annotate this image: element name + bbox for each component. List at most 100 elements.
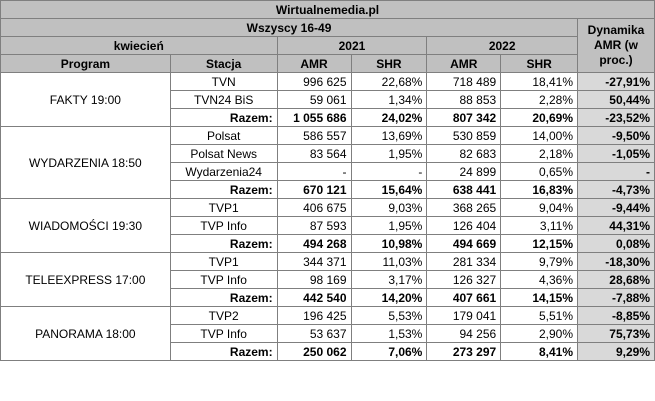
amr-2021-cell: 586 557 xyxy=(276,126,352,145)
station-cell: Polsat News xyxy=(169,144,278,163)
shr-2022-cell: 16,83% xyxy=(500,180,579,199)
amr-2022-cell: 88 853 xyxy=(426,90,502,109)
audience-group: Wszyscy 16-49 xyxy=(0,18,579,37)
station-cell: Razem: xyxy=(169,234,278,253)
shr-2021-cell: 15,64% xyxy=(350,180,428,199)
amr-2022-cell: 82 683 xyxy=(426,144,502,163)
shr-2021-cell: 7,06% xyxy=(350,342,428,361)
amr-2021-cell: - xyxy=(276,162,352,181)
shr-2021-cell: 1,34% xyxy=(350,90,428,109)
program-name: FAKTY 19:00 xyxy=(0,72,171,127)
dynamics-cell: -1,05% xyxy=(577,144,655,163)
dynamics-cell: -9,50% xyxy=(577,126,655,145)
station-cell: TVN24 BiS xyxy=(169,90,278,109)
amr-2021-cell: 670 121 xyxy=(276,180,352,199)
shr-2022-cell: 9,04% xyxy=(500,198,579,217)
table-row: PANORAMA 18:00 TVP2 196 425 5,53% 179 041 5,5… xyxy=(0,306,655,361)
shr-2021-cell: 1,95% xyxy=(350,144,428,163)
shr-2021-cell: 22,68% xyxy=(350,72,428,91)
program-name: WIADOMOŚCI 19:30 xyxy=(0,198,171,253)
dynamics-cell: -9,44% xyxy=(577,198,655,217)
amr-2022-cell: 94 256 xyxy=(426,324,502,343)
amr-2021-cell: 996 625 xyxy=(276,72,352,91)
total-row: Razem: 494 268 10,98% 494 669 12,15% 0,08% xyxy=(1,234,655,253)
amr-2021-cell: 59 061 xyxy=(276,90,352,109)
shr-2021-cell: 1,95% xyxy=(350,216,428,235)
amr-2021-cell: 250 062 xyxy=(276,342,352,361)
station-cell: TVP Info xyxy=(169,270,278,289)
amr-2021-cell: 344 371 xyxy=(276,252,352,271)
station-cell: TVP2 xyxy=(169,306,278,325)
amr-2021-cell: 83 564 xyxy=(276,144,352,163)
dynamics-cell: -23,52% xyxy=(577,108,655,127)
shr-2021-cell: 11,03% xyxy=(350,252,428,271)
table-row: TVN24 BiS 59 061 1,34% 88 853 2,28% 50,44% xyxy=(1,90,655,109)
amr-2021-cell: 87 593 xyxy=(276,216,352,235)
dynamics-cell: 75,73% xyxy=(577,324,655,343)
table-row: Wydarzenia24- -24 899 0,65% - xyxy=(1,162,655,181)
shr-2022-cell: 14,15% xyxy=(500,288,579,307)
amr-2022-cell: 407 661 xyxy=(426,288,502,307)
shr-2022-header: SHR xyxy=(500,54,579,73)
station-cell: TVP Info xyxy=(169,324,278,343)
dynamics-cell: 0,08% xyxy=(577,234,655,253)
station-cell: TVP1 xyxy=(169,252,278,271)
amr-2021-cell: 98 169 xyxy=(276,270,352,289)
amr-2022-cell: 530 859 xyxy=(426,126,502,145)
dynamics-cell: -18,30% xyxy=(577,252,655,271)
amr-2022-cell: 273 297 xyxy=(426,342,502,361)
month-header: kwiecień xyxy=(0,36,278,55)
table-row: TVP Info 87 593 1,95% 126 404 3,11% 44,31% xyxy=(1,216,655,235)
shr-2021-cell: 13,69% xyxy=(350,126,428,145)
dynamics-header: Dynamika AMR (w proc.) xyxy=(577,18,655,73)
station-cell: Wydarzenia24 xyxy=(169,162,278,181)
dynamics-cell: -7,88% xyxy=(577,288,655,307)
station-cell: TVP1 xyxy=(169,198,278,217)
shr-2021-header: SHR xyxy=(350,54,428,73)
dynamics-cell: -27,91% xyxy=(577,72,655,91)
shr-2022-cell: 9,79% xyxy=(500,252,579,271)
shr-2021-cell: 14,20% xyxy=(350,288,428,307)
program-name: TELEEXPRESS 17:00 xyxy=(0,252,171,307)
table-row: FAKTY 19:00 TVN 996 625 22,68% 718 489 18,41%… xyxy=(0,72,655,127)
amr-2021-cell: 442 540 xyxy=(276,288,352,307)
table-body: Wirtualnemedia.pl Wszyscy 16-49 Dynamika… xyxy=(0,0,655,361)
shr-2022-cell: 2,18% xyxy=(500,144,579,163)
dynamics-cell: 44,31% xyxy=(577,216,655,235)
station-cell: Razem: xyxy=(169,342,278,361)
shr-2021-cell: 1,53% xyxy=(350,324,428,343)
station-cell: TVN xyxy=(169,72,278,91)
station-header: Stacja xyxy=(169,54,278,73)
shr-2021-cell: - xyxy=(350,162,428,181)
shr-2022-cell: 5,51% xyxy=(500,306,579,325)
shr-2021-cell: 3,17% xyxy=(350,270,428,289)
amr-2022-cell: 718 489 xyxy=(426,72,502,91)
amr-2022-cell: 179 041 xyxy=(426,306,502,325)
total-row: Razem: 250 062 7,06% 273 297 8,41% 9,29% xyxy=(1,342,655,361)
dynamics-cell: 50,44% xyxy=(577,90,655,109)
station-cell: Razem: xyxy=(169,108,278,127)
total-row: Razem: 442 540 14,20% 407 661 14,15% -7,88% xyxy=(1,288,655,307)
dynamics-cell: - xyxy=(577,162,655,181)
shr-2022-cell: 2,28% xyxy=(500,90,579,109)
dynamics-cell: -4,73% xyxy=(577,180,655,199)
program-name: WYDARZENIA 18:50 xyxy=(0,126,171,199)
shr-2022-cell: 2,90% xyxy=(500,324,579,343)
amr-2021-cell: 1 055 686 xyxy=(276,108,352,127)
dynamics-cell: -8,85% xyxy=(577,306,655,325)
dynamics-cell: 9,29% xyxy=(577,342,655,361)
amr-2022-cell: 638 441 xyxy=(426,180,502,199)
shr-2021-cell: 9,03% xyxy=(350,198,428,217)
station-cell: Polsat xyxy=(169,126,278,145)
amr-2022-cell: 281 334 xyxy=(426,252,502,271)
amr-2021-header: AMR xyxy=(276,54,352,73)
shr-2022-cell: 8,41% xyxy=(500,342,579,361)
station-cell: Razem: xyxy=(169,180,278,199)
amr-2022-cell: 24 899 xyxy=(426,162,502,181)
shr-2022-cell: 18,41% xyxy=(500,72,579,91)
amr-2022-cell: 126 327 xyxy=(426,270,502,289)
amr-2022-header: AMR xyxy=(426,54,502,73)
shr-2022-cell: 12,15% xyxy=(500,234,579,253)
year-2021-header: 2021 xyxy=(276,36,428,55)
shr-2022-cell: 0,65% xyxy=(500,162,579,181)
